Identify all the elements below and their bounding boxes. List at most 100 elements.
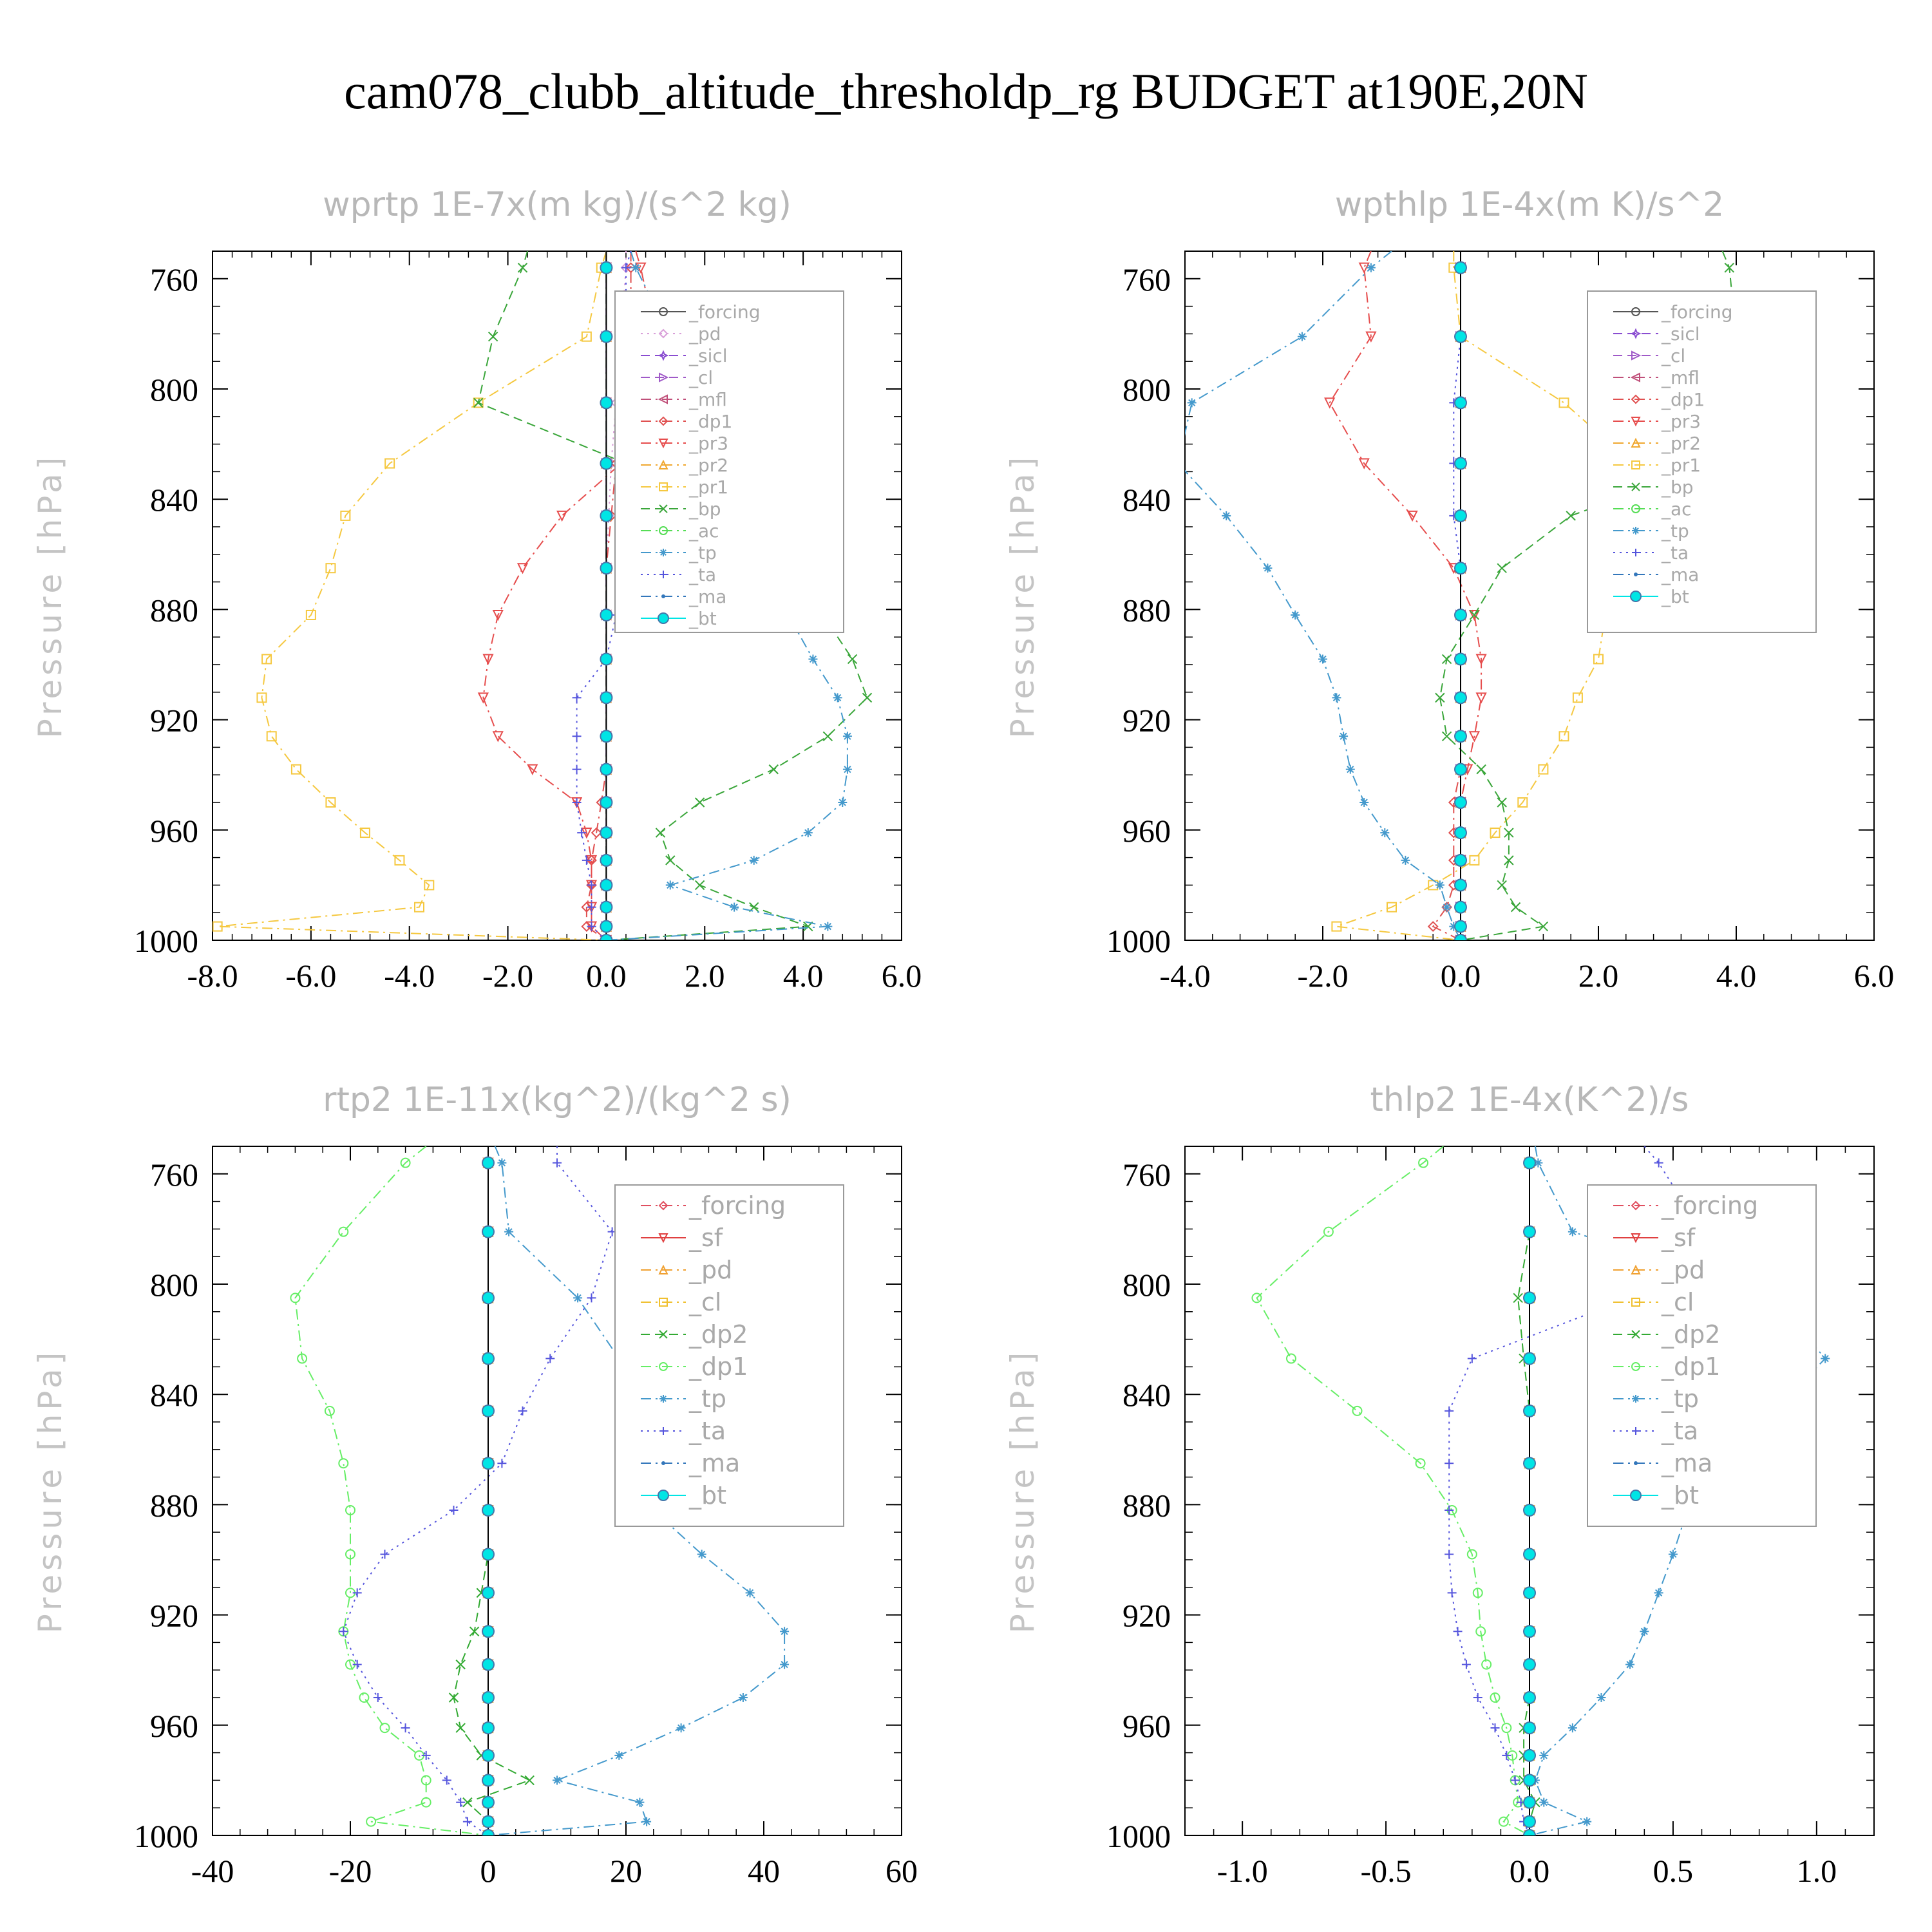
series-point-pr1 <box>424 880 435 891</box>
series-group <box>290 1146 790 1835</box>
series-point-bt <box>482 1658 495 1671</box>
series-point-bp <box>488 331 498 342</box>
series-point-ta <box>497 1459 507 1468</box>
series-point-pr1 <box>305 609 316 620</box>
y-axis-label: Pressure [hPa] <box>1004 1349 1041 1634</box>
series-point-dp1 <box>1481 1659 1492 1670</box>
series-point-bt <box>482 1548 495 1561</box>
series-point-ta <box>572 693 582 703</box>
series-point-bp <box>1538 921 1549 932</box>
series-point-ta <box>1502 1750 1511 1760</box>
series-point-pr1 <box>473 397 484 408</box>
series-point-pr1 <box>414 902 424 913</box>
series-point-tp <box>780 1660 790 1669</box>
legend-label: _bt <box>688 1481 726 1510</box>
y-axis-label: Pressure [hPa] <box>32 453 69 739</box>
legend-swatch-marker <box>1632 1427 1640 1435</box>
legend-swatch-marker <box>1630 328 1642 339</box>
legend-swatch-marker <box>658 1264 668 1274</box>
y-tick-label: 1000 <box>1106 1818 1171 1854</box>
series-point-bt <box>1523 1774 1536 1787</box>
series-point-bt <box>1454 562 1467 575</box>
series-point-bt <box>482 1625 495 1638</box>
series-point-pr1 <box>1387 902 1397 913</box>
series-point-bt <box>1454 261 1467 274</box>
legend-swatch-marker <box>1631 482 1640 491</box>
series-point-bp <box>1476 764 1486 775</box>
x-tick-label: 0 <box>480 1853 497 1889</box>
series-point-pr1 <box>1593 654 1604 665</box>
series-point-bt <box>600 457 613 470</box>
legend-swatch-marker <box>1631 1330 1640 1339</box>
series-group <box>213 251 873 940</box>
series-point-pr1 <box>1538 764 1549 775</box>
series-point-tp <box>553 1776 562 1785</box>
y-tick-label: 1000 <box>1106 923 1171 959</box>
x-tick-label: 6.0 <box>882 958 922 994</box>
series-point-tp <box>1222 511 1231 520</box>
legend-label: _sf <box>688 1224 724 1252</box>
series-point-ta <box>449 1505 459 1515</box>
legend-swatch-marker <box>1634 573 1638 576</box>
legend-swatch-marker <box>659 1427 667 1435</box>
legend-swatch-marker <box>1631 460 1640 469</box>
x-tick-label: 0.0 <box>586 958 627 994</box>
y-tick-label: 960 <box>1122 1708 1171 1744</box>
legend-label: _dp1 <box>688 411 732 432</box>
series-point-dp1 <box>1251 1293 1262 1303</box>
series-point-bt <box>482 1748 495 1762</box>
series-point-bp <box>655 828 666 838</box>
series-point-bt <box>1454 652 1467 666</box>
legend-label: _cl <box>1661 1288 1694 1316</box>
series-group <box>1185 251 1783 940</box>
series-point-bt <box>1523 1691 1536 1704</box>
series-point-bt <box>1523 1352 1536 1365</box>
series-point-tp <box>730 902 739 912</box>
legend-label: _pd <box>688 1256 732 1284</box>
series-point-ta <box>621 263 630 272</box>
series-point-bt <box>1523 1658 1536 1671</box>
series-point-tp <box>749 855 759 865</box>
series-point-bt <box>600 562 613 575</box>
series-point-ta <box>582 855 591 865</box>
series-line-pr1 <box>1336 251 1634 940</box>
series-point-ta <box>1654 1158 1663 1168</box>
series-point-bt <box>482 1721 495 1735</box>
plot-frame <box>1184 251 1875 941</box>
series-point-bp <box>1497 563 1507 573</box>
series-point-bt <box>482 1795 495 1809</box>
legend-label: _sicl <box>1661 323 1700 345</box>
series-point-bt <box>1523 1625 1536 1638</box>
series-point-bp <box>1441 731 1452 741</box>
x-tick-label: 0.5 <box>1653 1853 1694 1889</box>
series-point-pr3 <box>1358 458 1370 469</box>
legend-swatch-marker <box>661 1461 665 1465</box>
series-point-pr1 <box>581 331 592 342</box>
series-point-bt <box>482 1829 495 1835</box>
panel-title: wprtp 1E-7x(m kg)/(s^2 kg) <box>323 185 791 224</box>
series-point-pr3 <box>1468 731 1481 743</box>
legend-label: _ta <box>1661 1417 1698 1445</box>
panel-title: thlp2 1E-4x(K^2)/s <box>1370 1081 1689 1119</box>
series-point-tp <box>1582 1817 1592 1826</box>
legend-swatch-marker <box>658 439 668 449</box>
series-point-pr3 <box>516 563 529 574</box>
series-point-pr1 <box>384 458 395 469</box>
series-point-tp <box>842 764 852 774</box>
series-point-tp <box>1366 263 1376 272</box>
legend-label: _pd <box>1661 1256 1705 1284</box>
series-point-bp <box>1566 511 1576 521</box>
series-point-bt <box>600 878 613 892</box>
legend-swatch-marker <box>1632 1395 1640 1403</box>
series-point-ta <box>1461 1660 1471 1669</box>
legend-box <box>614 1184 844 1527</box>
series-point-dp1 <box>421 1797 431 1808</box>
series-point-tp <box>745 1588 755 1598</box>
x-tick-label: 2.0 <box>1578 958 1619 994</box>
legend-label: _dp1 <box>688 1352 748 1381</box>
series-point-tp <box>697 1549 706 1559</box>
series-point-dp1 <box>338 1226 349 1237</box>
series-point-ta <box>572 732 582 741</box>
series-point-bp <box>1504 828 1514 838</box>
series-point-dp1 <box>290 1293 301 1303</box>
